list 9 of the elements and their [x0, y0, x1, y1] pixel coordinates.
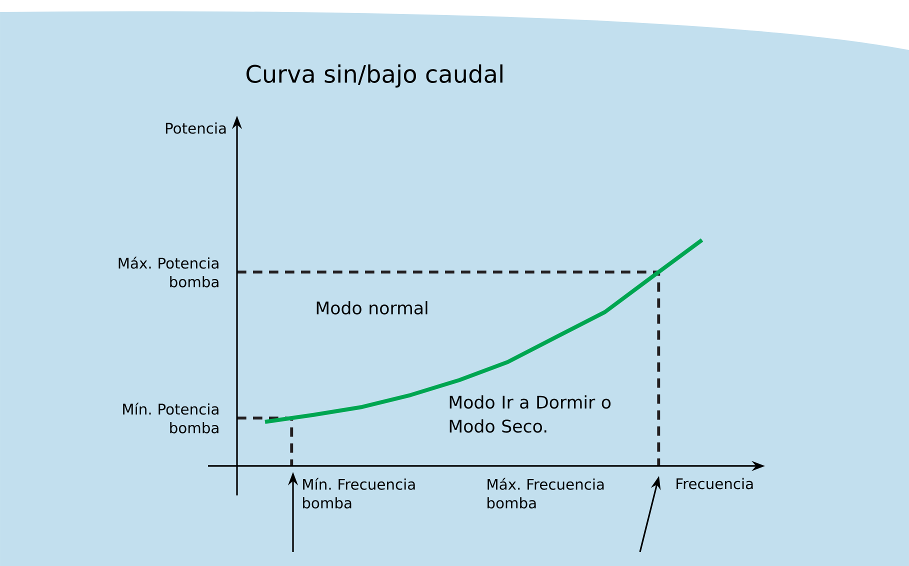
text: Máx. Frecuencia bomba — [488, 478, 604, 509]
text: Mín. Frecuencia bomba — [302, 478, 415, 509]
text: Potencia — [166, 122, 226, 134]
chart-title: Curva sin/bajo caudal — [246, 64, 502, 88]
ref-line-label: Máx. Potencia bomba — [118, 256, 218, 288]
x-axis-title: Frecuencia — [676, 478, 753, 490]
annotation: Modo normal — [316, 301, 428, 314]
annotation: Modo Ir a Dormir o Modo Seco. — [450, 395, 611, 433]
ref-line-label: Mín. Potencia bomba — [123, 402, 218, 434]
